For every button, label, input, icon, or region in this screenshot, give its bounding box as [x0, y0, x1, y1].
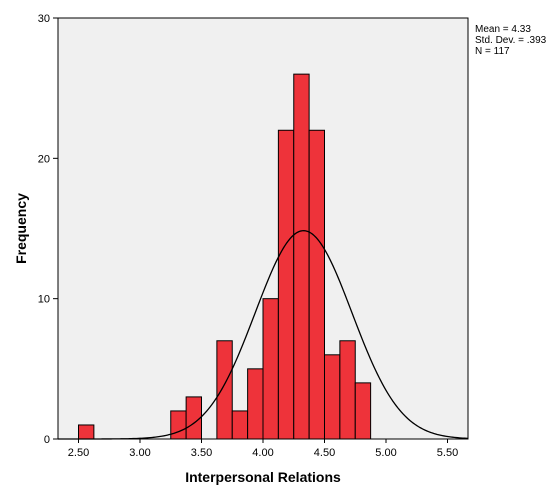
histogram-bar [354, 382, 372, 440]
y-tick-label: 0 [44, 434, 50, 446]
y-axis-label: Frequency [13, 193, 29, 264]
x-axis-label: Interpersonal Relations [185, 469, 341, 485]
y-tick-label: 10 [38, 294, 50, 306]
histogram-bar [262, 298, 279, 440]
histogram-bar [247, 368, 264, 440]
x-tick-label: 4.50 [314, 447, 335, 459]
histogram-bar [339, 340, 356, 440]
histogram-bar [216, 340, 233, 440]
histogram-bar [293, 73, 310, 440]
y-tick-label: 20 [38, 153, 50, 165]
histogram-bar [185, 396, 203, 440]
stats-legend: Mean = 4.33 Std. Dev. = .393 N = 117 [475, 24, 546, 57]
normal-curve [58, 230, 469, 440]
x-tick-label: 4.00 [252, 447, 273, 459]
x-tick-label: 5.00 [375, 447, 396, 459]
x-tick-label: 5.50 [437, 447, 458, 459]
x-tick-label: 3.50 [191, 447, 212, 459]
x-tick-label: 2.50 [68, 447, 89, 459]
stats-std-dev: Std. Dev. = .393 [475, 35, 547, 46]
histogram-bar [231, 410, 249, 440]
histogram-bar [308, 129, 325, 440]
bars-group [78, 73, 372, 440]
y-tick-label: 30 [38, 13, 50, 25]
histogram-bar [277, 129, 295, 440]
histogram-bar [170, 410, 187, 440]
histogram-bar [323, 354, 341, 440]
x-tick-label: 3.00 [129, 447, 150, 459]
stats-mean: Mean = 4.33 [475, 24, 531, 35]
axes-group: 2.50 3.00 3.50 4.00 4.50 5.00 5.50 0 10 20 30 [38, 13, 458, 459]
stats-n: N = 117 [475, 46, 510, 57]
histogram-bar [78, 424, 95, 440]
